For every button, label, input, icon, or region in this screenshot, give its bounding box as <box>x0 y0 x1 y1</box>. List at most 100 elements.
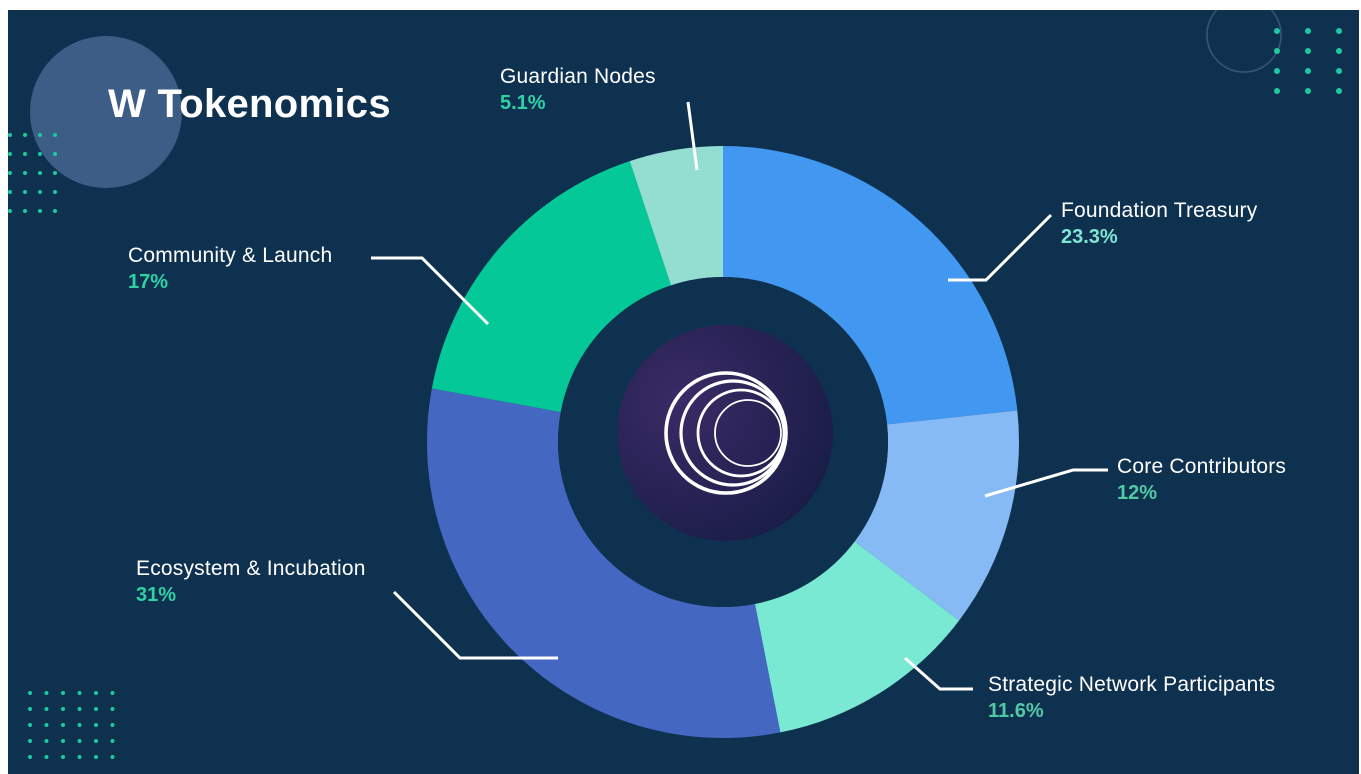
chart-title: W Tokenomics <box>108 82 391 126</box>
background-decoration <box>8 10 1342 759</box>
category-label: Core Contributors <box>1117 455 1287 478</box>
value-label: 12% <box>1117 482 1158 504</box>
decor-dot-left <box>38 209 42 213</box>
decor-dot-bottom-left <box>44 691 49 695</box>
decor-dot-left <box>38 171 42 175</box>
callout-leader-lines <box>371 101 1108 691</box>
decor-dot-bottom-left <box>77 707 82 711</box>
w-wormhole-rings-icon <box>664 371 788 495</box>
category-label: Ecosystem & Incubation <box>136 557 366 580</box>
decor-dot-bottom-left <box>77 723 82 727</box>
value-label: 31% <box>136 584 177 606</box>
callout-community-launch: Community & Launch 17% <box>128 243 332 295</box>
decor-dot-top-right <box>1274 28 1280 34</box>
decor-dot-top-right <box>1336 48 1342 54</box>
decor-circle <box>30 36 182 188</box>
decor-dot-left <box>23 152 27 156</box>
decor-dot-bottom-left <box>110 755 115 759</box>
decor-dot-top-right <box>1305 88 1311 94</box>
decor-dot-bottom-left <box>28 755 32 759</box>
decor-dot-bottom-left <box>77 755 82 759</box>
category-label: Strategic Network Participants <box>988 673 1276 696</box>
decor-dot-bottom-left <box>110 739 115 743</box>
decor-dot-bottom-left <box>94 755 98 759</box>
callout-ecosystem-incubation: Ecosystem & Incubation 31% <box>136 556 366 608</box>
decor-ring <box>1206 10 1282 73</box>
decor-dot-bottom-left <box>28 739 32 743</box>
decor-dot-bottom-left <box>77 691 82 695</box>
decor-dot-bottom-left <box>61 723 65 727</box>
decor-dot-bottom-left <box>94 739 98 743</box>
decor-dot-bottom-left <box>44 755 49 759</box>
decor-dot-left <box>53 133 57 137</box>
callout-guardian-nodes: Guardian Nodes 5.1% <box>500 64 656 116</box>
decor-dot-top-right <box>1274 68 1280 74</box>
slice-guardian-nodes <box>629 146 723 286</box>
slice-strategic-network-participants <box>754 541 960 733</box>
decor-dot-left <box>23 209 27 213</box>
center-hole <box>558 277 888 607</box>
decor-dot-top-right <box>1305 28 1311 34</box>
pie-slices <box>426 146 1019 738</box>
decor-dot-bottom-left <box>61 739 65 743</box>
decor-dot-bottom-left <box>44 707 49 711</box>
chart-frame: W Tokenomics Foundation Treasury 23.3% Cor… <box>8 10 1359 774</box>
center-disc <box>617 325 833 541</box>
decor-dot-left <box>23 190 27 194</box>
decor-dot-left <box>53 190 57 194</box>
decor-dot-left <box>8 133 12 137</box>
value-label: 5.1% <box>500 92 546 114</box>
decor-dot-left <box>8 190 12 194</box>
leader-guardian-nodes <box>686 101 699 171</box>
decor-dot-left <box>8 209 12 213</box>
category-label: Foundation Treasury <box>1061 199 1258 222</box>
decor-dot-left <box>53 152 57 156</box>
decor-dot-left <box>38 152 42 156</box>
leader-ecosystem-incubation <box>392 590 558 660</box>
decor-dot-bottom-left <box>44 739 49 743</box>
category-label: Guardian Nodes <box>500 65 656 88</box>
value-label: 11.6% <box>988 700 1044 722</box>
decor-dot-top-right <box>1336 88 1342 94</box>
decor-dot-bottom-left <box>44 723 49 727</box>
value-label: 23.3% <box>1061 226 1118 248</box>
tokenomics-donut-chart <box>8 10 1342 759</box>
leader-foundation-treasury <box>948 213 1053 282</box>
decor-dot-bottom-left <box>94 707 98 711</box>
decor-dot-left <box>23 133 27 137</box>
decor-dot-top-right <box>1274 88 1280 94</box>
decor-dot-bottom-left <box>61 755 65 759</box>
decor-dot-top-right <box>1305 48 1311 54</box>
decor-dot-top-right <box>1305 68 1311 74</box>
callout-core-contributors: Core Contributors 12% <box>1117 454 1286 506</box>
decor-dot-bottom-left <box>61 707 65 711</box>
decor-dot-top-right <box>1336 28 1342 34</box>
slice-core-contributors <box>854 410 1019 621</box>
decor-dot-bottom-left <box>110 691 115 695</box>
callout-strategic-network-participants: Strategic Network Participants 11.6% <box>988 672 1275 724</box>
decor-dot-bottom-left <box>94 691 98 695</box>
decor-dot-left <box>38 190 42 194</box>
leader-core-contributors <box>984 468 1108 498</box>
decor-dot-left <box>53 209 57 213</box>
decor-dot-left <box>8 171 12 175</box>
value-label: 17% <box>128 271 169 293</box>
leader-strategic-network-participants <box>904 656 973 691</box>
slice-community-launch <box>431 161 672 413</box>
decor-dot-top-right <box>1274 48 1280 54</box>
decor-dot-bottom-left <box>28 707 32 711</box>
decor-dot-bottom-left <box>94 723 98 727</box>
leader-community-launch <box>371 256 490 326</box>
slice-foundation-treasury <box>723 146 1018 425</box>
category-label: Community & Launch <box>128 244 333 267</box>
decor-dot-bottom-left <box>28 691 32 695</box>
decor-dot-bottom-left <box>61 691 65 695</box>
decor-dot-left <box>38 133 42 137</box>
decor-dot-top-right <box>1336 68 1342 74</box>
decor-dot-left <box>53 171 57 175</box>
callout-foundation-treasury: Foundation Treasury 23.3% <box>1061 198 1257 250</box>
decor-dot-bottom-left <box>77 739 82 743</box>
decor-dot-bottom-left <box>110 707 115 711</box>
slice-ecosystem-incubation <box>426 388 781 738</box>
decor-dot-bottom-left <box>110 723 115 727</box>
